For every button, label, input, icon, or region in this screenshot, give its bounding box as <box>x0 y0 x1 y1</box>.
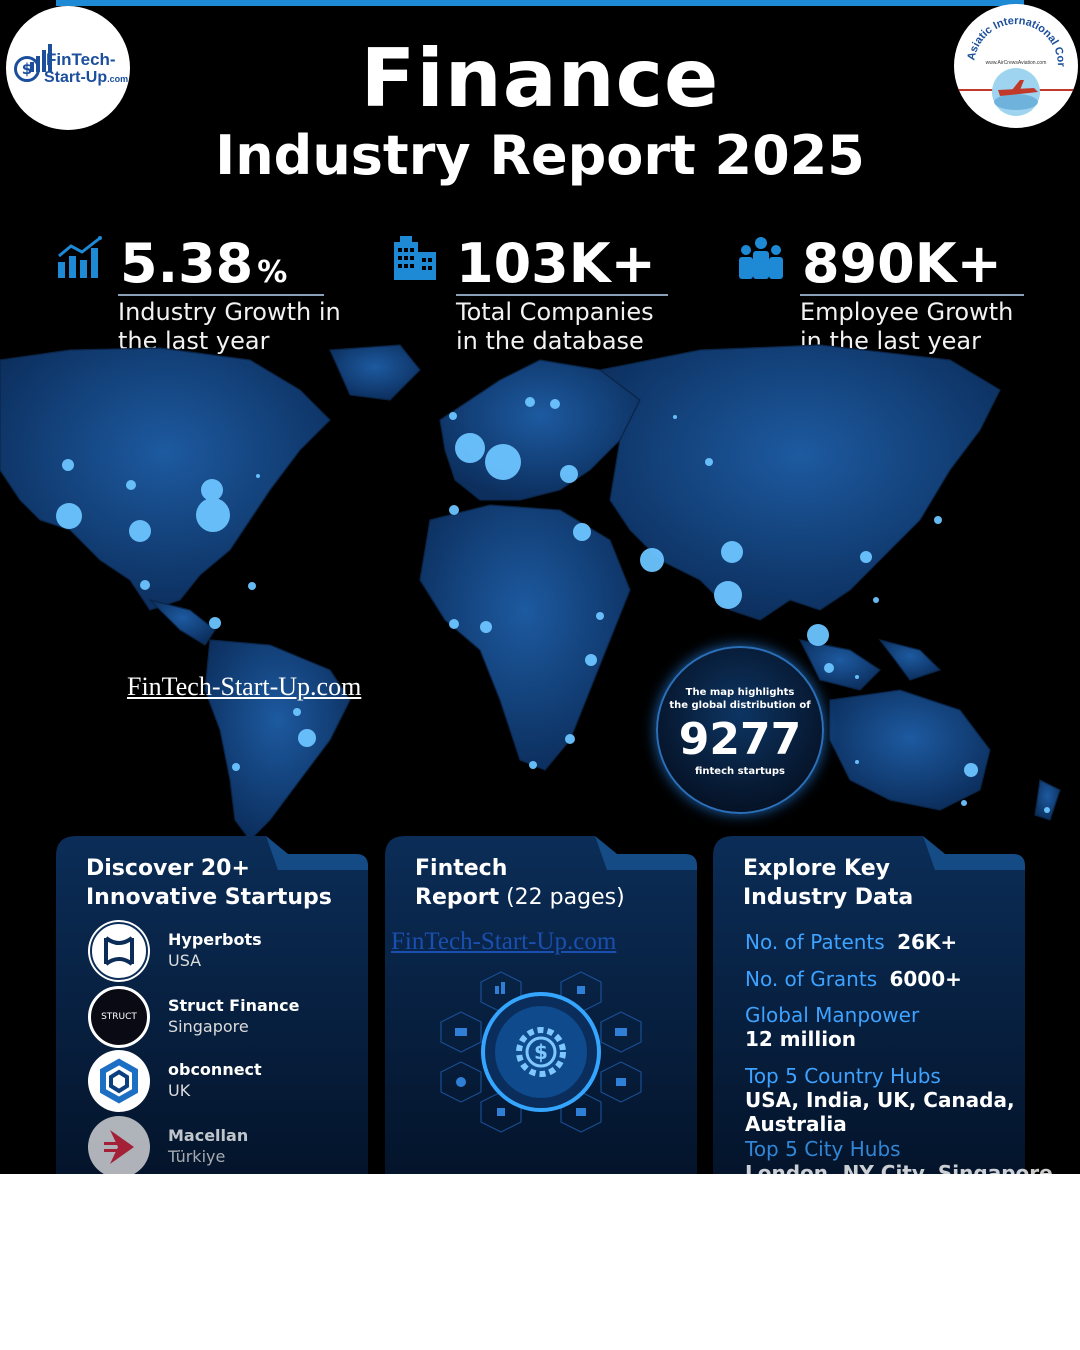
grants-value: 6000+ <box>889 967 962 991</box>
grants-row: No. of Grants 6000+ <box>745 967 962 991</box>
patents-label: No. of Patents <box>745 930 885 954</box>
manpower-row: Global Manpower 12 million <box>745 1003 919 1051</box>
infographic: $ FinTech- Start-Up.com Asiatic Internat… <box>0 0 1080 1174</box>
building-icon <box>394 236 436 280</box>
city-hubs-value: London, NY City, Singapore <box>745 1161 1053 1174</box>
patents-value: 26K+ <box>897 930 958 954</box>
struct-logo-icon: STRUCT <box>88 986 150 1048</box>
badge-value: 9277 <box>678 714 802 765</box>
card-industry-data[interactable]: Explore Key Industry Data No. of Patents … <box>713 836 1053 1174</box>
map-watermark-link[interactable]: FinTech-Start-Up.com <box>127 672 362 701</box>
patents-row: No. of Patents 26K+ <box>745 930 957 954</box>
growth-chart-icon <box>58 236 102 278</box>
macellan-logo-icon <box>88 1116 150 1174</box>
stat-employee-growth: 890K+ Employee Growth in the last year <box>736 232 1026 362</box>
fintech-start-up-logo[interactable]: $ FinTech- Start-Up.com <box>6 6 130 130</box>
card-title: Discover 20+ Innovative Startups <box>86 856 332 910</box>
badge-caption: The map highlights the global distributio… <box>669 687 811 711</box>
startup-name: Macellan <box>168 1126 249 1145</box>
startup-country: Singapore <box>168 1017 249 1036</box>
startup-item-macellan[interactable]: Macellan Türkiye <box>88 1116 348 1174</box>
obconnect-logo-icon <box>88 1050 150 1112</box>
people-icon <box>739 237 783 279</box>
logo-left-line1: FinTech- <box>46 50 116 69</box>
manpower-value: 12 million <box>745 1027 857 1051</box>
svg-text:www.AirCrewsAviation.com: www.AirCrewsAviation.com <box>986 60 1047 66</box>
startup-item-struct-finance[interactable]: STRUCT Struct Finance Singapore <box>88 986 348 1050</box>
divider <box>800 294 1024 296</box>
stat-value: 103K+ <box>456 232 656 295</box>
startup-name: Struct Finance <box>168 996 300 1015</box>
startup-count-badge: The map highlights the global distributio… <box>656 646 824 814</box>
startup-country: Türkiye <box>168 1147 226 1166</box>
stat-value: 5.38% <box>120 232 288 295</box>
startup-item-obconnect[interactable]: obconnect UK <box>88 1050 348 1114</box>
stat-total-companies: 103K+ Total Companies in the database <box>390 232 670 362</box>
badge-caption-bottom: fintech startups <box>694 766 786 777</box>
asiatic-international-logo[interactable]: Asiatic International Corp www.AirCrewsA… <box>954 4 1078 128</box>
svg-text:$: $ <box>534 1040 548 1064</box>
manpower-label: Global Manpower <box>745 1003 920 1027</box>
country-hubs-row: Top 5 Country Hubs USA, India, UK, Canad… <box>745 1064 1015 1136</box>
top-accent-bar <box>56 0 1024 6</box>
card-title: Explore Key Industry Data <box>743 856 914 910</box>
world-map <box>0 344 1061 840</box>
stat-industry-growth: 5.38% Industry Growth in the last year <box>56 232 341 362</box>
stat-description: Total Companies in the database <box>456 298 654 355</box>
startup-country: USA <box>168 951 202 970</box>
city-hubs-label: Top 5 City Hubs <box>745 1137 901 1161</box>
stat-value: 890K+ <box>802 232 1002 295</box>
country-hubs-label: Top 5 Country Hubs <box>745 1064 941 1088</box>
card-report[interactable]: Fintech Report (22 pages) FinTech-Start-U… <box>385 836 697 1174</box>
page-title: Finance <box>360 32 720 125</box>
startup-item-hyperbots[interactable]: Hyperbots USA <box>88 920 348 984</box>
card-startups[interactable]: Discover 20+ Innovative Startups Hyperbot… <box>56 836 368 1174</box>
stat-description: Employee Growth in the last year <box>800 298 1014 355</box>
startup-name: Hyperbots <box>168 930 262 949</box>
grants-label: No. of Grants <box>745 967 878 991</box>
logo-left-line2: Start-Up.com <box>44 69 129 86</box>
report-watermark-link[interactable]: FinTech-Start-Up.com <box>391 928 617 955</box>
airplane-seal-icon: Asiatic International Corp www.AirCrewsA… <box>954 4 1076 116</box>
page-subtitle: Industry Report 2025 <box>215 124 865 187</box>
startup-name: obconnect <box>168 1060 262 1079</box>
city-hubs-row: Top 5 City Hubs London, NY City, Singapo… <box>745 1137 1053 1174</box>
finance-gear-illustration-icon: $ <box>440 971 642 1133</box>
country-hubs-line1: USA, India, UK, Canada, <box>745 1088 1015 1112</box>
hyperbots-logo-icon <box>88 920 150 982</box>
divider <box>118 294 324 296</box>
startup-country: UK <box>168 1081 191 1100</box>
card-background <box>713 836 1025 1174</box>
country-hubs-line2: Australia <box>745 1112 847 1136</box>
divider <box>456 294 668 296</box>
dollar-icon: $ <box>14 56 40 82</box>
card-title: Fintech Report (22 pages) <box>415 856 625 910</box>
